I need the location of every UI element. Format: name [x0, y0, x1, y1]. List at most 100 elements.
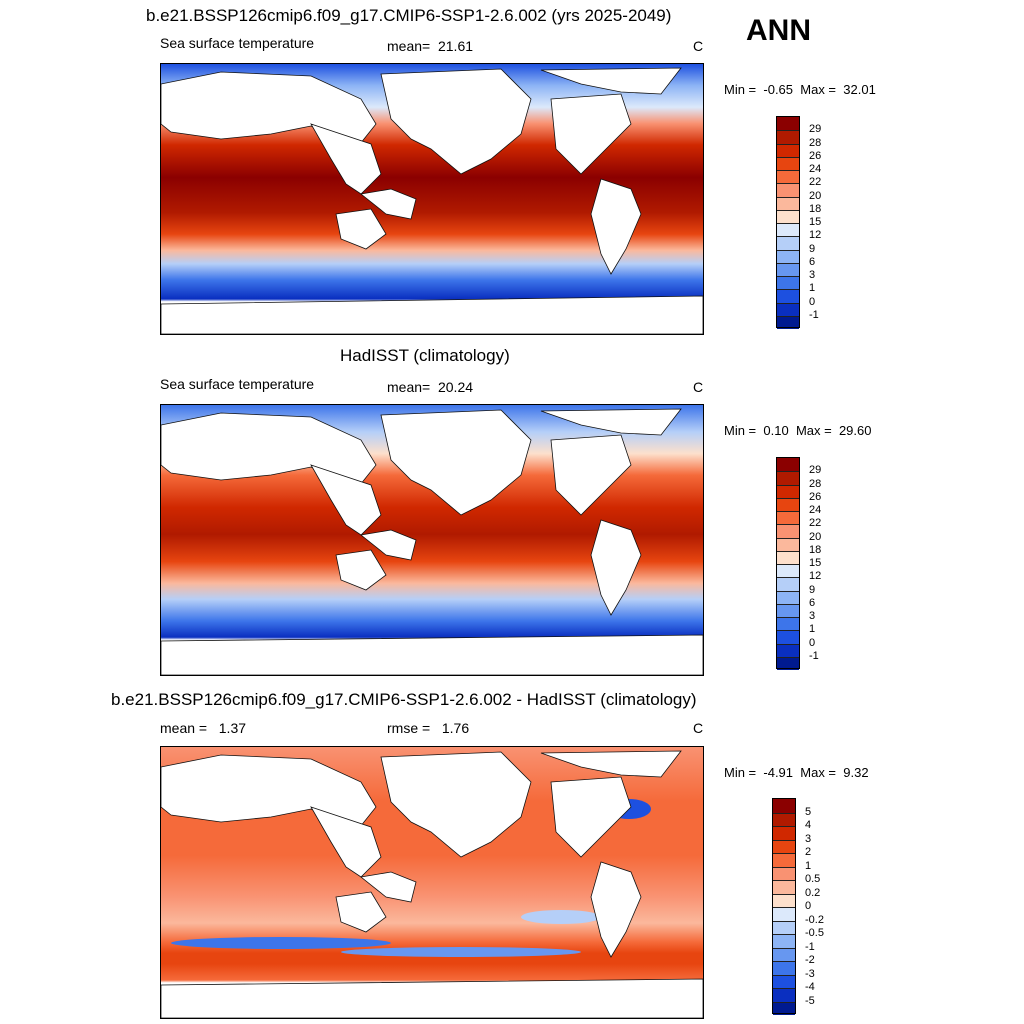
colorbar-label: 3 [809, 610, 816, 622]
colorbar-label: 12 [809, 229, 822, 242]
panel-3-units: C [693, 720, 704, 736]
colorbar-segment [777, 170, 799, 184]
colorbar-label: 0.5 [805, 873, 821, 885]
panel-1-min-label: Min = [724, 82, 757, 97]
colorbar-segment [777, 315, 799, 329]
colorbar-segment [777, 223, 799, 237]
colorbar-label: 26 [809, 490, 822, 503]
colorbar-label: 3 [805, 832, 812, 845]
colorbar-segment [777, 262, 799, 276]
colorbar-label: 24 [809, 504, 822, 516]
panel-3-colorbar: 5 4 3 2 1 0.5 0.2 0 -0.2 -0.5 -1 -2 -3 -4 -5 [772, 798, 842, 1015]
colorbar-label: 28 [809, 136, 822, 149]
colorbar-segment [777, 209, 799, 223]
colorbar-segment [777, 630, 799, 644]
colorbar-label: 26 [809, 149, 822, 162]
colorbar-segment [777, 156, 799, 170]
colorbar-segment [777, 471, 799, 485]
colorbar-label: 0.2 [805, 886, 821, 899]
colorbar-label: 3 [809, 269, 816, 281]
colorbar-segment [773, 853, 795, 867]
colorbar-segment [777, 249, 799, 263]
colorbar-label: 22 [809, 176, 822, 189]
colorbar-label: 24 [809, 163, 822, 175]
colorbar-label: -0.5 [805, 927, 824, 939]
panel-3-rmse-label: rmse = [387, 720, 431, 736]
colorbar-label: -0.2 [805, 913, 824, 926]
colorbar-segment [777, 302, 799, 316]
colorbar-segment [777, 289, 799, 303]
colorbar-segment [777, 458, 799, 472]
panel-3-map [160, 746, 704, 1019]
colorbar-segment [773, 974, 795, 988]
colorbar-segment [777, 537, 799, 551]
colorbar-label: 12 [809, 570, 822, 583]
panel-2-mean-label: mean= [387, 379, 431, 395]
panel-3-min-value: -4.91 [763, 765, 794, 780]
colorbar-segment [777, 550, 799, 564]
panel-3-mean-value: 1.37 [218, 720, 247, 736]
colorbar-label: 2 [805, 846, 812, 858]
colorbar-label: 5 [805, 805, 812, 818]
colorbar-label: 0 [809, 295, 816, 308]
season-label: ANN [746, 14, 811, 47]
colorbar-label: -4 [805, 981, 815, 993]
colorbar-label: 1 [805, 859, 812, 872]
colorbar-label: 4 [805, 819, 812, 831]
colorbar-segment [773, 812, 795, 826]
colorbar-label: 22 [809, 517, 822, 530]
colorbar-segment [773, 880, 795, 894]
colorbar-label: -1 [809, 649, 819, 662]
panel-2-min-value: 0.10 [763, 423, 789, 438]
colorbar-label: 20 [809, 530, 822, 543]
colorbar-label: -1 [809, 308, 819, 321]
colorbar-segment [773, 1001, 795, 1015]
colorbar-segment [773, 947, 795, 961]
colorbar-segment [773, 961, 795, 975]
panel-3-colorbar-frame [772, 798, 796, 1014]
colorbar-label: 9 [809, 242, 816, 255]
colorbar-segment [777, 564, 799, 578]
colorbar-segment [777, 130, 799, 144]
colorbar-segment [773, 799, 795, 813]
colorbar-segment [777, 183, 799, 197]
colorbar-label: 6 [809, 255, 816, 268]
panel-2-sst-field [161, 405, 703, 675]
colorbar-label: 29 [809, 464, 822, 477]
panel-2-colorbar: 29 28 26 24 22 20 18 15 12 9 6 3 1 0 -1 [776, 457, 846, 670]
colorbar-segment [773, 934, 795, 948]
colorbar-segment [777, 577, 799, 591]
panel-2-colorbar-frame [776, 457, 800, 669]
panel-1-mean-value: 21.61 [437, 38, 474, 54]
panel-1-minmax: Min = -0.65 Max = 32.01 [724, 82, 876, 97]
panel-2-max-value: 29.60 [838, 423, 872, 438]
colorbar-segment [777, 276, 799, 290]
colorbar-segment [773, 893, 795, 907]
panel-1-colorbar: 29 28 26 24 22 20 18 15 12 9 6 3 1 0 -1 [776, 116, 846, 329]
panel-2-max-label: Max = [795, 423, 832, 438]
panel-3-title: b.e21.BSSP126cmip6.f09_g17.CMIP6-SSP1-2.… [111, 690, 697, 709]
colorbar-label: 18 [809, 543, 822, 556]
colorbar-segment [777, 511, 799, 525]
panel-1-sst-field [161, 64, 703, 334]
colorbar-label: 9 [809, 583, 816, 596]
colorbar-segment [773, 907, 795, 921]
colorbar-segment [777, 617, 799, 631]
colorbar-label: 28 [809, 477, 822, 490]
colorbar-label: -5 [805, 994, 815, 1007]
panel-1-title: b.e21.BSSP126cmip6.f09_g17.CMIP6-SSP1-2.… [146, 6, 672, 25]
colorbar-label: 29 [809, 123, 822, 136]
panel-3-difference-field [161, 747, 703, 1018]
panel-1-max-label: Max = [800, 82, 837, 97]
panel-1-colorbar-frame [776, 116, 800, 328]
colorbar-segment [777, 143, 799, 157]
colorbar-segment [777, 590, 799, 604]
panel-2-mean: mean= 20.24 [387, 379, 473, 395]
colorbar-label: -2 [805, 954, 815, 966]
panel-1-units: C [693, 38, 704, 54]
panel-2-min-label: Min = [724, 423, 757, 438]
colorbar-segment [777, 603, 799, 617]
colorbar-segment [773, 826, 795, 840]
colorbar-segment [773, 866, 795, 880]
panel-3-mean-label: mean = [160, 720, 208, 736]
